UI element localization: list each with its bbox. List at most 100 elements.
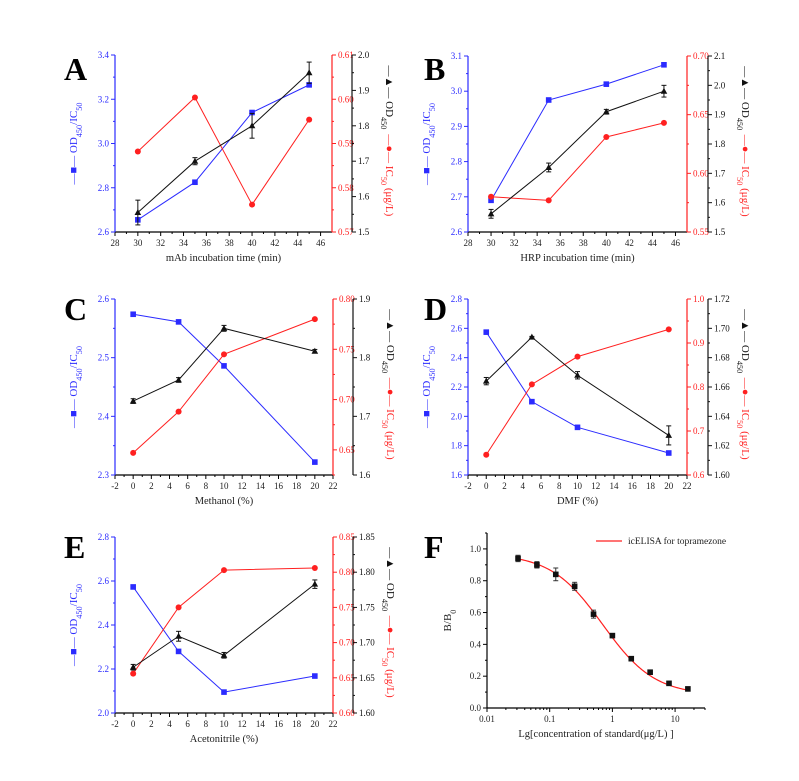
x-tick-label: 18 — [292, 481, 302, 491]
y-black-point — [487, 210, 495, 217]
y-tick-label: 1.8 — [714, 139, 726, 149]
y-tick-label: 2.0 — [451, 411, 463, 421]
y-red-point — [306, 116, 313, 123]
y-black-series-line — [132, 583, 316, 668]
y-black-point — [175, 632, 182, 639]
y-black-series-line — [132, 327, 315, 402]
legend-label: icELISA for topramezone — [628, 536, 726, 547]
y-red-point — [249, 201, 256, 208]
y-left-point — [574, 424, 581, 431]
y-tick-label: 1.5 — [714, 227, 726, 237]
data-point — [590, 611, 597, 617]
y-tick-label: 1.66 — [714, 382, 730, 392]
y-left-point — [483, 329, 490, 335]
y-tick-label: 0.80 — [339, 294, 355, 304]
y-red-point — [665, 326, 672, 333]
y-tick-label: 0.8 — [693, 382, 705, 392]
y-black-point — [545, 163, 552, 170]
y-left-series-line — [132, 586, 315, 693]
y-red-series-line — [132, 318, 316, 454]
data-point — [666, 680, 672, 687]
x-tick-label: 40 — [602, 238, 612, 248]
y-left-point — [312, 673, 318, 679]
y-tick-label: 1.0 — [470, 544, 482, 554]
y-tick-label: 1.5 — [358, 227, 370, 237]
data-point — [534, 562, 540, 568]
y-tick-label: 0.59 — [338, 139, 354, 149]
y-red-point — [221, 567, 227, 574]
x-tick-label: 46 — [316, 238, 326, 248]
x-tick-label: 16 — [628, 481, 638, 491]
y-black-point — [248, 122, 256, 129]
x-tick-label: 20 — [310, 719, 320, 729]
x-tick-label: 6 — [185, 481, 190, 491]
y-tick-label: 1.6 — [714, 198, 726, 208]
y-left-point — [192, 179, 198, 186]
y-tick-label: 0.80 — [339, 567, 355, 577]
x-tick-label: 2 — [149, 481, 154, 491]
x-tick-label: 16 — [274, 481, 284, 491]
x-tick-label: 42 — [625, 238, 634, 248]
y-tick-label: 1.6 — [359, 470, 371, 480]
y-left-point — [312, 459, 318, 465]
y-red-point — [130, 449, 137, 456]
y-black-point — [220, 324, 228, 331]
x-axis-label: HRP incubation time (min) — [520, 253, 635, 264]
y-axis-label: B/B0 — [442, 610, 458, 632]
y-tick-label: 0.75 — [339, 602, 355, 612]
y-black-point — [175, 376, 182, 383]
y-left-point — [130, 584, 136, 590]
y-black-series-line — [490, 90, 665, 215]
y-tick-label: 0.7 — [693, 426, 705, 436]
y-tick-label: 3.0 — [98, 139, 110, 149]
x-tick-label: 10 — [573, 481, 583, 491]
y-tick-label: 1.68 — [714, 353, 730, 363]
x-tick-label: 28 — [464, 238, 474, 248]
y-red-label: —●— IC50 (μg/L) — [380, 133, 396, 216]
y-black-point — [305, 69, 313, 76]
y-black-point — [660, 87, 668, 94]
y-red-point — [488, 193, 495, 200]
data-point — [609, 632, 616, 639]
y-tick-label: 1.85 — [359, 532, 375, 542]
y-tick-label: 1.60 — [714, 470, 730, 480]
y-tick-label: 0.65 — [339, 673, 355, 683]
y-left-point — [488, 197, 494, 204]
y-tick-label: 1.72 — [714, 294, 730, 304]
y-red-point — [660, 119, 667, 126]
y-black-point — [191, 157, 199, 164]
x-tick-label: 42 — [270, 238, 279, 248]
y-tick-label: 3.4 — [98, 50, 110, 60]
y-tick-label: 1.9 — [358, 85, 370, 95]
x-tick-label: 18 — [292, 719, 302, 729]
y-left-point — [221, 363, 227, 369]
y-black-label: —▲— OD450 — [380, 65, 396, 130]
x-axis-label: Methanol (%) — [195, 496, 254, 507]
y-tick-label: 2.1 — [714, 51, 725, 61]
y-red-point — [528, 381, 535, 388]
x-axis-label: DMF (%) — [557, 496, 599, 507]
panel-f: F 0.01 0.1 1 10 Lg[concentration of standard(… — [424, 529, 726, 740]
y-tick-label: 2.7 — [451, 192, 463, 202]
x-tick-label: 6 — [185, 719, 190, 729]
x-tick-label: 38 — [225, 238, 235, 248]
y-red-point — [175, 604, 182, 611]
y-black-point — [311, 580, 319, 587]
y-left-point — [665, 450, 672, 456]
y-tick-label: 0.70 — [339, 395, 355, 405]
y-tick-label: 0.2 — [470, 671, 481, 681]
x-tick-label: 8 — [204, 719, 209, 729]
y-tick-label: 1.7 — [714, 168, 726, 178]
y-tick-label: 0.65 — [693, 110, 709, 120]
y-tick-label: 2.2 — [98, 664, 109, 674]
x-tick-label: 18 — [646, 481, 656, 491]
x-tick-label: 20 — [310, 481, 320, 491]
x-tick-label: 1 — [610, 714, 615, 724]
y-tick-label: 0.57 — [338, 227, 354, 237]
x-tick-label: 32 — [156, 238, 165, 248]
y-tick-label: 2.8 — [451, 294, 463, 304]
y-black-series-line — [137, 72, 310, 213]
y-tick-label: 0.70 — [693, 51, 709, 61]
panel-c: C -2 0 2 4 6 8 10 12 14 16 18 20 22 Methanol (%) 2.3 2.4… — [64, 291, 396, 507]
